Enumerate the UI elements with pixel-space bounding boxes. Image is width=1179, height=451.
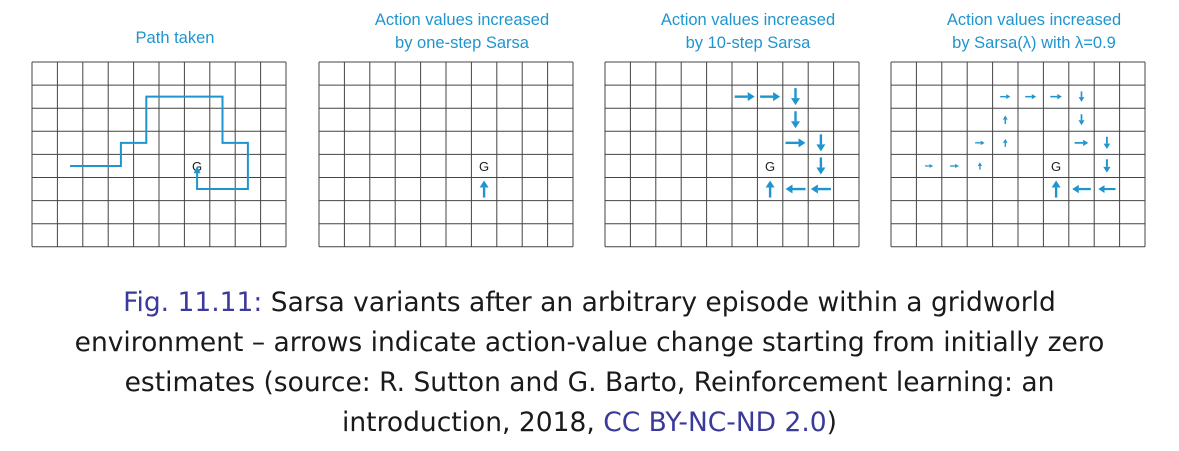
action-arrow-right xyxy=(734,92,755,102)
panel-title: Action values increased by 10-step Sarsa xyxy=(605,9,891,55)
panel-title-line: Action values increased xyxy=(660,11,836,29)
panel-title-line: by 10-step Sarsa xyxy=(685,34,811,52)
path-end-arrowhead xyxy=(193,166,201,174)
action-arrow-down xyxy=(1078,91,1085,102)
action-arrow-right xyxy=(760,92,781,102)
action-arrow-up xyxy=(479,180,489,198)
arrow-head xyxy=(1057,93,1062,100)
arrow-head xyxy=(791,121,800,129)
arrow-head xyxy=(1078,97,1085,102)
arrow-head xyxy=(791,98,800,106)
arrow-head xyxy=(1031,94,1037,100)
arrow-head xyxy=(798,138,806,148)
arrow-head xyxy=(479,180,489,188)
arrow-head xyxy=(1103,166,1111,173)
panel-title-line: by Sarsa(λ) with λ=0.9 xyxy=(952,34,1116,52)
action-arrow-right xyxy=(785,138,806,148)
action-arrow-right xyxy=(1025,94,1037,100)
action-arrow-down xyxy=(1078,114,1085,126)
panel-one-step-sarsa: Action values increased by one-step Sars… xyxy=(318,0,605,260)
caption-text: Sarsa variants after an arbitrary episod… xyxy=(270,287,1056,318)
action-arrow-up xyxy=(1003,138,1008,147)
arrow-head xyxy=(816,144,826,152)
arrow-head xyxy=(1083,139,1089,146)
panel-ten-step-sarsa: Action values increased by 10-step Sarsa… xyxy=(604,0,891,260)
panel-sarsa-lambda: Action values increased by Sarsa(λ) with… xyxy=(890,0,1177,260)
caption-text: introduction, 2018, xyxy=(342,407,604,438)
action-arrow-right xyxy=(925,164,934,168)
goal-label: G xyxy=(765,159,775,174)
figure-caption: Fig. 11.11: Sarsa variants after an arbi… xyxy=(0,283,1179,443)
action-arrow-down xyxy=(1103,159,1111,173)
arrow-head xyxy=(980,140,985,146)
panel-title-line: Path taken xyxy=(135,29,215,47)
episode-path xyxy=(70,95,249,191)
arrow-head xyxy=(1006,94,1011,100)
panel-title: Path taken xyxy=(32,27,318,50)
arrow-head xyxy=(773,92,781,102)
action-arrow-up xyxy=(765,180,775,198)
arrow-head xyxy=(1098,185,1105,193)
arrow-head xyxy=(977,162,982,167)
license-link[interactable]: CC BY-NC-ND 2.0 xyxy=(603,407,827,438)
action-arrow-left xyxy=(1072,184,1091,194)
action-arrow-down xyxy=(816,157,826,175)
panel-title: Action values increased by one-step Sars… xyxy=(319,9,605,55)
figure-label: Fig. 11.11: xyxy=(123,287,263,318)
action-arrow-up xyxy=(1051,180,1061,198)
action-arrow-right xyxy=(950,163,959,169)
gridworld-ten-step: G xyxy=(604,61,860,248)
arrow-head xyxy=(1002,115,1008,120)
action-arrow-right xyxy=(975,140,985,146)
arrow-head xyxy=(747,92,755,102)
arrow-head xyxy=(955,163,959,169)
action-arrow-left xyxy=(1098,185,1116,193)
action-arrow-up xyxy=(977,162,982,170)
action-arrow-right xyxy=(1074,139,1089,146)
action-arrow-down xyxy=(1103,136,1111,149)
caption-line: introduction, 2018, CC BY-NC-ND 2.0) xyxy=(0,403,1179,443)
action-arrow-left xyxy=(810,184,831,194)
panel-title-line: Action values increased xyxy=(946,11,1122,29)
arrow-head xyxy=(785,184,793,194)
arrow-head xyxy=(1051,180,1061,188)
arrow-head xyxy=(929,164,934,168)
panel-path-taken: Path taken G xyxy=(31,0,318,260)
action-arrow-right xyxy=(1000,94,1011,100)
caption-line: environment – arrows indicate action-val… xyxy=(74,327,1105,358)
arrow-head xyxy=(1103,143,1111,149)
action-arrow-down xyxy=(791,111,800,129)
caption-text: ) xyxy=(826,407,837,438)
goal-label: G xyxy=(479,159,489,174)
gridworld-path: G xyxy=(31,61,287,248)
action-arrow-down xyxy=(791,88,800,106)
arrow-head xyxy=(810,184,818,194)
panel-title: Action values increased by Sarsa(λ) with… xyxy=(891,9,1177,55)
gridworld-sarsa-lambda: G xyxy=(890,61,1146,248)
action-arrow-left xyxy=(785,184,806,194)
goal-label: G xyxy=(1051,159,1061,174)
panel-title-line: Action values increased xyxy=(374,11,550,29)
action-arrow-down xyxy=(816,134,826,152)
arrow-head xyxy=(765,180,775,188)
arrow-head xyxy=(816,167,826,175)
action-arrow-up xyxy=(1002,115,1008,125)
panel-title-line: by one-step Sarsa xyxy=(395,34,529,52)
action-arrow-right xyxy=(1050,93,1062,100)
arrow-head xyxy=(1072,184,1079,194)
caption-line: Fig. 11.11: Sarsa variants after an arbi… xyxy=(0,283,1179,323)
arrow-head xyxy=(1078,120,1085,126)
gridworld-one-step: G xyxy=(318,61,574,248)
arrow-head xyxy=(1003,138,1008,143)
caption-line: estimates (source: R. Sutton and G. Bart… xyxy=(124,367,1055,398)
